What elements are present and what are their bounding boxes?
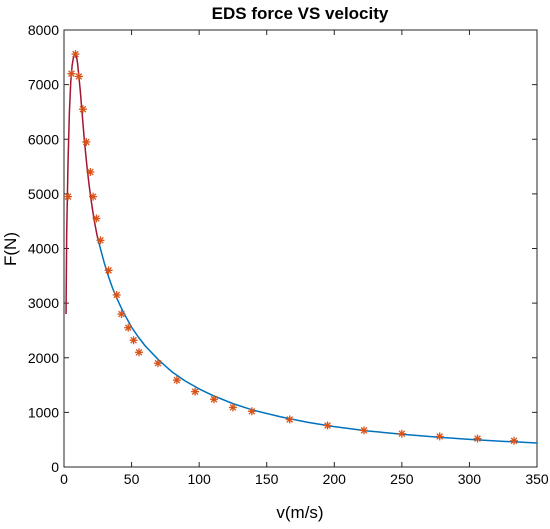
data-point-stroke xyxy=(113,291,121,299)
y-tick-label: 4000 xyxy=(28,241,59,257)
data-point xyxy=(104,266,113,275)
marker-series-2 xyxy=(64,50,519,445)
y-tick-label: 2000 xyxy=(28,350,59,366)
x-tick-label: 150 xyxy=(255,471,279,487)
data-point-stroke xyxy=(286,416,294,423)
data-point-stroke xyxy=(118,310,125,318)
data-point xyxy=(71,50,80,59)
data-point xyxy=(117,310,126,319)
data-point-stroke xyxy=(97,236,104,244)
chart-title: EDS force VS velocity xyxy=(212,4,389,23)
data-point xyxy=(89,192,98,201)
data-point xyxy=(74,72,83,81)
data-point-stroke xyxy=(360,427,368,434)
x-tick-label: 0 xyxy=(60,471,68,487)
y-tick-label: 7000 xyxy=(28,77,59,93)
data-point-stroke xyxy=(324,422,331,429)
x-tick-label: 100 xyxy=(187,471,211,487)
data-point xyxy=(129,336,138,345)
data-point xyxy=(285,415,294,424)
plot-area: 0 50 100 150 200 250 300 350 0 1000 2000 3000 4000 50… xyxy=(28,22,549,487)
data-point xyxy=(82,137,91,146)
data-point xyxy=(86,168,95,177)
data-point-stroke xyxy=(154,359,162,367)
y-axis-label: F(N) xyxy=(1,232,20,266)
data-point-stroke xyxy=(436,433,444,440)
y-tick-label: 1000 xyxy=(28,404,59,420)
data-point xyxy=(67,69,76,78)
data-point xyxy=(247,407,256,416)
data-point xyxy=(510,436,519,445)
data-point-stroke xyxy=(191,388,199,395)
data-point-stroke xyxy=(474,435,481,442)
data-point xyxy=(210,395,219,404)
data-point-stroke xyxy=(135,348,143,356)
y-tick-label: 0 xyxy=(51,459,59,475)
data-point-stroke xyxy=(68,70,75,78)
data-point-stroke xyxy=(89,193,97,200)
data-point-stroke xyxy=(64,193,72,200)
data-point-stroke xyxy=(173,376,181,384)
data-point-stroke xyxy=(79,105,87,113)
series-line-0 xyxy=(65,53,99,315)
data-point-stroke xyxy=(210,395,218,403)
x-tick-label: 200 xyxy=(323,471,347,487)
data-point xyxy=(228,403,237,412)
data-point xyxy=(360,426,369,435)
x-tick-label: 250 xyxy=(390,471,414,487)
data-point xyxy=(112,290,121,299)
data-point xyxy=(323,421,332,430)
data-point-stroke xyxy=(229,404,237,411)
data-point-stroke xyxy=(105,267,112,274)
data-point-stroke xyxy=(87,168,94,176)
data-point xyxy=(153,359,162,368)
data-point xyxy=(172,376,181,385)
data-point xyxy=(124,323,133,332)
data-point-stroke xyxy=(82,138,90,146)
data-point xyxy=(78,105,87,114)
data-point-stroke xyxy=(398,430,406,438)
y-tick-label: 3000 xyxy=(28,295,59,311)
data-point xyxy=(435,432,444,441)
data-point xyxy=(473,434,482,443)
y-tick-label: 6000 xyxy=(28,131,59,147)
y-tick-label: 8000 xyxy=(28,22,59,38)
data-point-stroke xyxy=(510,437,518,445)
data-point-stroke xyxy=(72,50,79,58)
data-point xyxy=(135,348,144,357)
data-point xyxy=(92,214,101,223)
x-tick-label: 50 xyxy=(124,471,140,487)
data-point-stroke xyxy=(124,324,132,332)
data-point-stroke xyxy=(93,215,100,222)
x-tick-label: 350 xyxy=(525,471,549,487)
x-axis-label: v(m/s) xyxy=(276,503,323,522)
data-point-stroke xyxy=(248,407,256,415)
data-point xyxy=(191,387,200,396)
data-point xyxy=(397,429,406,438)
x-tick-label: 300 xyxy=(458,471,482,487)
y-tick-label: 5000 xyxy=(28,186,59,202)
data-point xyxy=(96,236,105,245)
data-point-stroke xyxy=(130,336,137,344)
data-point-stroke xyxy=(75,73,83,80)
data-point xyxy=(64,192,73,201)
